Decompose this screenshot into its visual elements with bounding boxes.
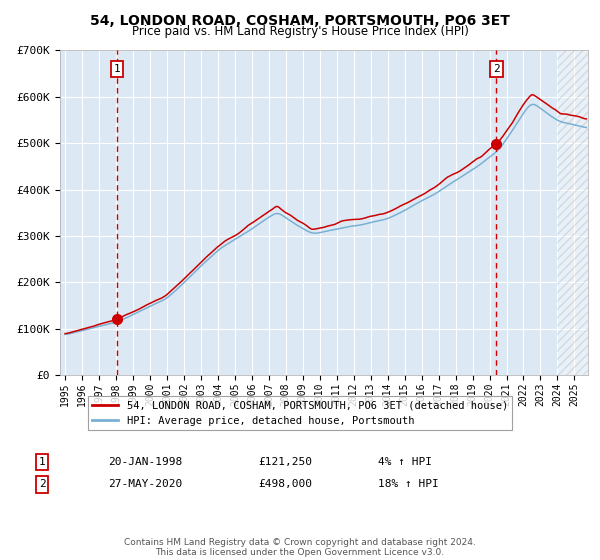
Text: Contains HM Land Registry data © Crown copyright and database right 2024.
This d: Contains HM Land Registry data © Crown c… xyxy=(124,538,476,557)
Bar xyxy=(557,50,600,375)
Text: 4% ↑ HPI: 4% ↑ HPI xyxy=(378,457,432,467)
Text: 54, LONDON ROAD, COSHAM, PORTSMOUTH, PO6 3ET: 54, LONDON ROAD, COSHAM, PORTSMOUTH, PO6… xyxy=(90,14,510,28)
Text: 1: 1 xyxy=(38,457,46,467)
Text: 2: 2 xyxy=(38,479,46,489)
Text: 1: 1 xyxy=(113,64,120,74)
Text: £498,000: £498,000 xyxy=(258,479,312,489)
Text: Price paid vs. HM Land Registry's House Price Index (HPI): Price paid vs. HM Land Registry's House … xyxy=(131,25,469,38)
Text: 2: 2 xyxy=(493,64,500,74)
Text: 20-JAN-1998: 20-JAN-1998 xyxy=(108,457,182,467)
Legend: 54, LONDON ROAD, COSHAM, PORTSMOUTH, PO6 3ET (detached house), HPI: Average pric: 54, LONDON ROAD, COSHAM, PORTSMOUTH, PO6… xyxy=(88,396,512,430)
Text: 27-MAY-2020: 27-MAY-2020 xyxy=(108,479,182,489)
Text: 18% ↑ HPI: 18% ↑ HPI xyxy=(378,479,439,489)
Text: £121,250: £121,250 xyxy=(258,457,312,467)
